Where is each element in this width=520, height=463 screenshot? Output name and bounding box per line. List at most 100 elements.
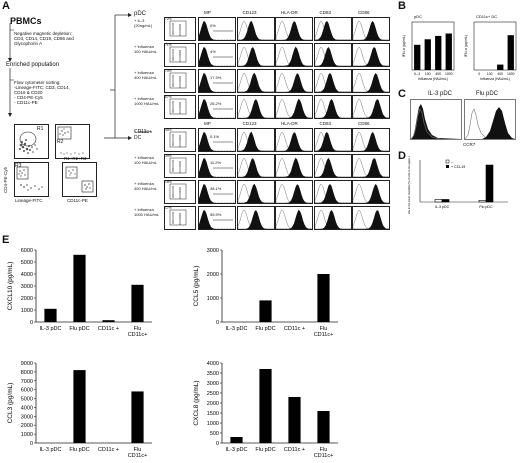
dc-histogram-0-cd86 xyxy=(352,128,390,152)
dc-histogram-0-mp xyxy=(198,128,236,152)
d-bar-0-1 xyxy=(441,199,450,203)
col-header-cd86: CD86 xyxy=(358,10,370,15)
e1-bar-0 xyxy=(44,308,57,322)
e2-tick-label-1: 1000 xyxy=(207,296,219,302)
e4-tick-label-1: 500 xyxy=(210,431,219,437)
chart-e-ccl3: 0 1000 2000 3000 4000 5000 6000 7000 8000 9000 CCL… xyxy=(7,361,152,459)
dc-histogram-3-cd86 xyxy=(352,206,390,230)
dc-viability-2: 18% xyxy=(165,180,172,184)
e2-tick-label-2: 2000 xyxy=(207,272,219,278)
dotplot-r1r2r3 xyxy=(62,162,97,197)
col-header-cd83: CD83 xyxy=(319,121,332,126)
e3-cat-label-3-b: CD11c+ xyxy=(128,453,148,459)
e4-bar-0 xyxy=(230,437,243,443)
e1-tick-label-6: 6000 xyxy=(21,248,33,254)
e2-bar-3 xyxy=(317,274,330,322)
b1-frame xyxy=(411,21,455,71)
e4-tick-label-0: 0 xyxy=(216,441,219,447)
b2-cat-0: 0 xyxy=(478,72,480,76)
pdc-viability-3: 67% xyxy=(165,95,172,99)
pdc-histogram-1-cd123 xyxy=(236,43,275,67)
b2-bar-3 xyxy=(507,35,514,70)
pdc-viability-1: 71% xyxy=(165,43,172,47)
e1-tick-label-0: 0 xyxy=(30,320,33,326)
b1-bar-0 xyxy=(414,44,421,70)
dc-histogram-2-hladr xyxy=(275,180,313,204)
e2-tick-label-0: 0 xyxy=(216,320,219,326)
e4-tick-label-7: 3500 xyxy=(207,371,219,377)
b2-bar-2 xyxy=(497,64,504,70)
b2-cat-2: 400 xyxy=(497,72,503,76)
panel-label-d: D xyxy=(398,150,406,162)
b1-title: pDC xyxy=(414,14,422,19)
e1-cat-label-3-a: Flu xyxy=(134,326,142,332)
pdc-histogram-3-cd123 xyxy=(236,95,275,119)
dc-condition-3: + Influenza 1000 HAU/mL xyxy=(134,207,160,217)
d-bar-1-1 xyxy=(485,164,494,203)
panel-label-e: E xyxy=(2,234,10,246)
col-header-cd83: CD83 xyxy=(319,10,332,15)
e1-ylabel: CXCL10 (pg/mL) xyxy=(7,262,14,311)
e4-tick-label-8: 4000 xyxy=(207,361,219,367)
dc-mp-value-1: 11.2% xyxy=(210,160,222,166)
dc-histogram-2-mp xyxy=(198,180,236,204)
e1-tick-label-2: 2000 xyxy=(21,296,33,302)
b1-cat-3: 1000 xyxy=(445,72,453,76)
b1-bar-2 xyxy=(435,35,442,70)
ccr7-histograms xyxy=(410,99,516,140)
dc-histogram-0-cd123 xyxy=(236,128,275,152)
d-bar-1-0 xyxy=(478,200,487,203)
b1-ylabel: IFN-α (pg/mL) xyxy=(402,35,406,57)
dotplot-r1 xyxy=(14,124,49,159)
col-header-mp: MP xyxy=(204,121,211,126)
e3-tick-label-0: 0 xyxy=(30,441,33,447)
e4-bar-1 xyxy=(259,369,272,443)
e4-cat-label-1: Flu pDC xyxy=(255,447,275,453)
e1-tick-label-3: 3000 xyxy=(21,284,33,290)
b2-ylabel: IFN-α (pg/mL) xyxy=(464,35,468,57)
chart-e-cxcl10: 0 1000 2000 3000 4000 5000 6000 CXCL10 (pg/mL) I… xyxy=(7,248,152,338)
d-ylabel: Cells in the lower chamber (% of cells i… xyxy=(407,156,411,214)
b2-frame xyxy=(473,21,517,71)
dc-histogram-0-cd83 xyxy=(313,128,352,152)
panel-label-a: A xyxy=(2,0,10,12)
dc-mp-value-0: 0.1% xyxy=(210,134,220,140)
e1-cat-label-1: Flu pDC xyxy=(69,326,89,332)
axis-label-cd11c: CD11c-PE xyxy=(67,198,88,203)
col-header-cd86: CD86 xyxy=(358,121,370,126)
chart-d-migration: IL-3 pDC Flu pDC Cells in the lower chambe… xyxy=(407,156,508,214)
ccr7-left-title: IL-3 pDC xyxy=(428,91,453,97)
e2-cat-label-0: IL-3 pDC xyxy=(225,326,247,332)
dc-viability-plot-0 xyxy=(164,128,196,152)
pdc-condition-1: + Influenza 100 HAU/mL xyxy=(134,44,157,54)
e4-ylabel: CXCL8 (pg/mL) xyxy=(193,380,200,425)
e4-cat-label-3-a: Flu xyxy=(320,447,328,453)
e3-cat-label-0: IL-3 pDC xyxy=(39,447,61,453)
pdc-histogram-0-cd86 xyxy=(352,17,390,41)
d-cat-1: Flu pDC xyxy=(479,205,493,209)
dc-histogram-3-mp xyxy=(198,206,236,230)
dc-histogram-3-cd123 xyxy=(236,206,275,230)
dc-mp-value-2: 38.1% xyxy=(210,186,222,192)
pdc-viability-0: 72% xyxy=(165,17,172,21)
dc-condition-2: + Influenza 400 HAU/mL xyxy=(134,181,157,191)
d-legend-label-1: + CCL19 xyxy=(451,165,465,169)
pdc-mp-value-3: 26.2% xyxy=(210,101,222,107)
e2-cat-label-1: Flu pDC xyxy=(255,326,275,332)
pdc-viability-2: 70% xyxy=(165,69,172,73)
axis-label-lineage: Lineage-FITC xyxy=(15,198,43,203)
e1-tick-label-1: 1000 xyxy=(21,308,33,314)
col-header-mp: MP xyxy=(204,10,211,15)
ccr7-axis-label: CCR7 xyxy=(463,142,476,147)
e1-cat-label-2: CD11c + xyxy=(98,326,119,332)
dc-histogram-1-cd83 xyxy=(313,154,352,178)
e2-cat-label-3-a: Flu xyxy=(320,326,328,332)
enriched-label: Enriched population xyxy=(6,62,60,68)
dc-viability-1: 39% xyxy=(165,154,172,158)
e3-tick-label-3: 3000 xyxy=(21,414,33,420)
e1-bar-1 xyxy=(73,254,86,322)
b2-cat-1: 100 xyxy=(487,72,493,76)
dc-histogram-1-cd86 xyxy=(352,154,390,178)
dc-histogram-3-cd83 xyxy=(313,206,352,230)
b1-cat-0: IL-3 xyxy=(414,72,420,76)
